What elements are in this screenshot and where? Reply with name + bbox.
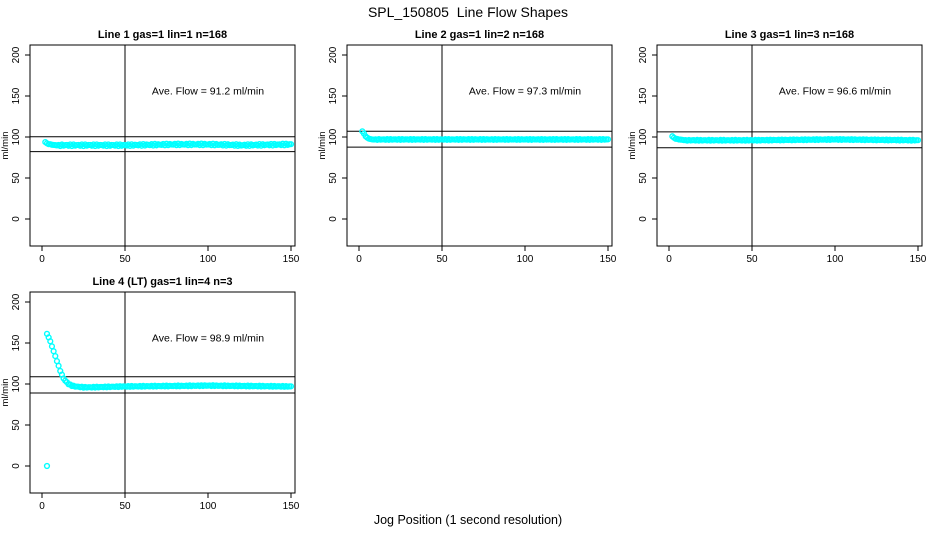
- y-tick-label: 50: [11, 419, 22, 431]
- panel-line-4: Line 4 (LT) gas=1 lin=4 n=3 Ave. Flow = 9…: [0, 259, 300, 512]
- x-tick-label: 0: [39, 501, 45, 511]
- y-tick-label: 150: [11, 334, 22, 351]
- data-points-series: [42, 139, 295, 150]
- x-tick-label: 100: [517, 254, 534, 264]
- chart-line-2: Line 2 gas=1 lin=2 n=168 Ave. Flow = 97.3…: [317, 29, 617, 265]
- data-point: [52, 352, 59, 360]
- x-tick-label: 100: [200, 501, 217, 511]
- y-tick-label: 50: [328, 172, 339, 184]
- data-point: [50, 348, 57, 355]
- x-tick-label: 150: [910, 254, 927, 264]
- y-axis-label: ml/min: [317, 132, 328, 160]
- outlier-point: [43, 462, 51, 470]
- panel-line-1: Line 1 gas=1 lin=1 n=168 Ave. Flow = 91.2…: [0, 12, 300, 265]
- y-axis-label: ml/min: [627, 132, 638, 160]
- x-tick-label: 0: [39, 254, 45, 264]
- x-axis-label: Jog Position (1 second resolution): [373, 513, 563, 527]
- data-point: [604, 136, 612, 143]
- panel-title: Line 4 (LT) gas=1 lin=4 n=3: [92, 276, 232, 288]
- data-point: [47, 338, 54, 345]
- panel-line-3: Line 3 gas=1 lin=3 n=168 Ave. Flow = 96.6…: [627, 12, 927, 265]
- plot-box: [29, 44, 296, 247]
- data-point: [287, 141, 295, 148]
- x-tick-label: 50: [436, 254, 448, 264]
- panel-title: Line 1 gas=1 lin=1 n=168: [98, 29, 227, 41]
- x-tick-label: 150: [600, 254, 617, 264]
- data-points-series: [359, 128, 612, 143]
- plot-box: [656, 44, 923, 247]
- y-axis-label: ml/min: [0, 132, 11, 160]
- ave-flow-annotation: Ave. Flow = 98.9 ml/min: [152, 332, 264, 344]
- plot-box: [346, 44, 613, 247]
- panel-title: Line 2 gas=1 lin=2 n=168: [415, 29, 544, 41]
- y-tick-label: 150: [638, 87, 649, 104]
- y-tick-label: 150: [328, 87, 339, 104]
- y-tick-label: 50: [638, 172, 649, 184]
- ave-flow-annotation: Ave. Flow = 96.6 ml/min: [779, 85, 891, 97]
- panel-line-2: Line 2 gas=1 lin=2 n=168 Ave. Flow = 97.3…: [317, 12, 617, 265]
- chart-line-3: Line 3 gas=1 lin=3 n=168 Ave. Flow = 96.6…: [627, 29, 927, 265]
- ave-flow-annotation: Ave. Flow = 97.3 ml/min: [469, 85, 581, 97]
- y-tick-label: 200: [638, 46, 649, 63]
- x-tick-label: 150: [283, 501, 300, 511]
- y-tick-label: 50: [11, 172, 22, 184]
- x-tick-label: 0: [356, 254, 362, 264]
- y-tick-label: 0: [638, 216, 649, 222]
- data-point: [287, 383, 295, 390]
- x-tick-label: 50: [119, 254, 131, 264]
- y-axis-label: ml/min: [0, 379, 11, 407]
- chart-line-4: Line 4 (LT) gas=1 lin=4 n=3 Ave. Flow = 9…: [0, 276, 300, 512]
- x-tick-label: 50: [119, 501, 131, 511]
- y-tick-label: 200: [328, 46, 339, 63]
- data-point: [55, 362, 62, 369]
- y-tick-label: 150: [11, 87, 22, 104]
- x-tick-label: 0: [666, 254, 672, 264]
- x-tick-label: 100: [827, 254, 844, 264]
- panel-title: Line 3 gas=1 lin=3 n=168: [725, 29, 854, 41]
- y-tick-label: 0: [11, 463, 22, 469]
- x-tick-label: 100: [200, 254, 217, 264]
- y-tick-label: 200: [11, 293, 22, 310]
- y-tick-label: 200: [11, 46, 22, 63]
- ave-flow-annotation: Ave. Flow = 91.2 ml/min: [152, 85, 264, 97]
- y-tick-label: 100: [11, 128, 22, 145]
- data-points-series: [43, 330, 295, 470]
- y-tick-label: 100: [11, 375, 22, 392]
- data-points-series: [669, 133, 922, 144]
- y-tick-label: 100: [328, 128, 339, 145]
- x-tick-label: 150: [283, 254, 300, 264]
- chart-line-1: Line 1 gas=1 lin=1 n=168 Ave. Flow = 91.2…: [0, 29, 300, 265]
- y-tick-label: 100: [638, 128, 649, 145]
- main-title: SPL_150805 Line Flow Shapes: [367, 4, 569, 20]
- x-tick-label: 50: [746, 254, 758, 264]
- data-point: [914, 137, 922, 144]
- data-point: [48, 343, 56, 350]
- y-tick-label: 0: [328, 216, 339, 222]
- plot-box: [29, 291, 296, 494]
- y-tick-label: 0: [11, 216, 22, 222]
